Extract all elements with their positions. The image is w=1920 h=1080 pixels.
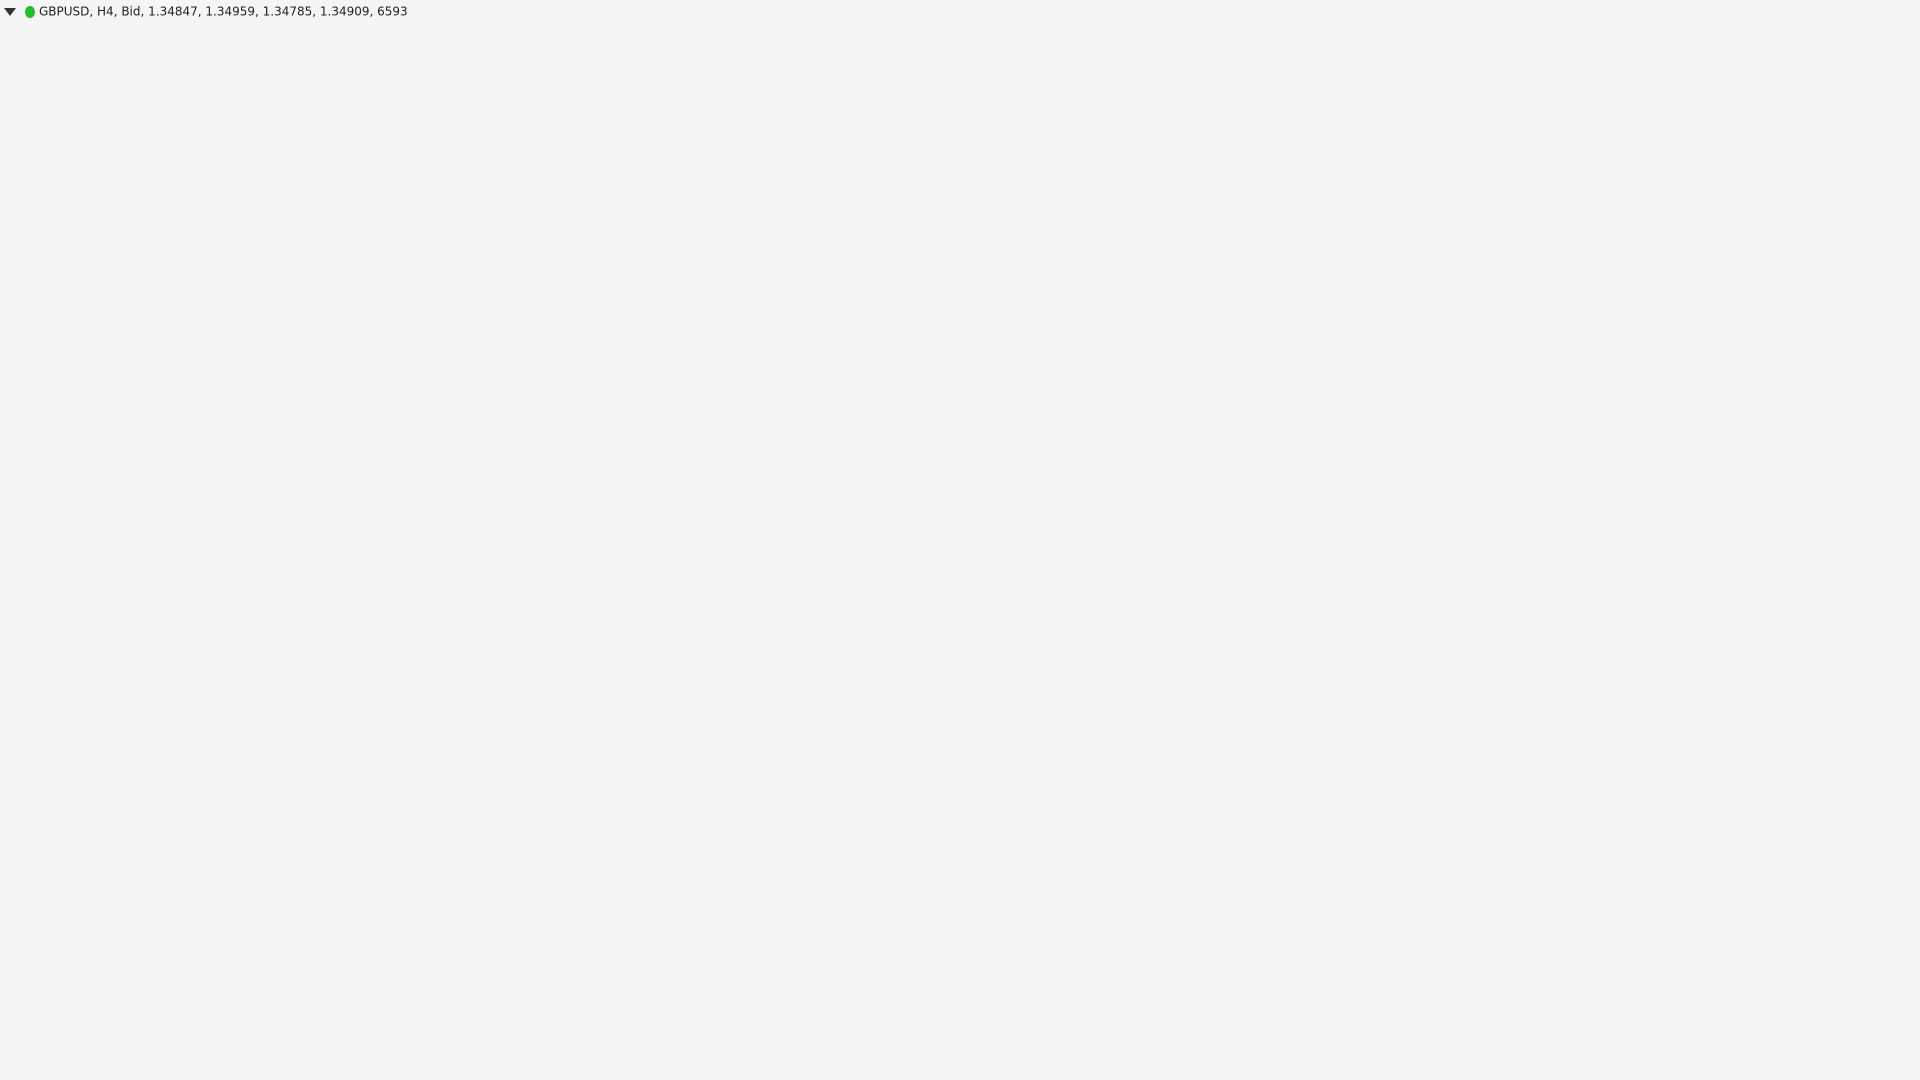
status-icon [25,6,35,18]
menu-triangle[interactable] [4,8,16,16]
chart-header: GBPUSD, H4, Bid, 1.34847, 1.34959, 1.347… [39,5,408,19]
